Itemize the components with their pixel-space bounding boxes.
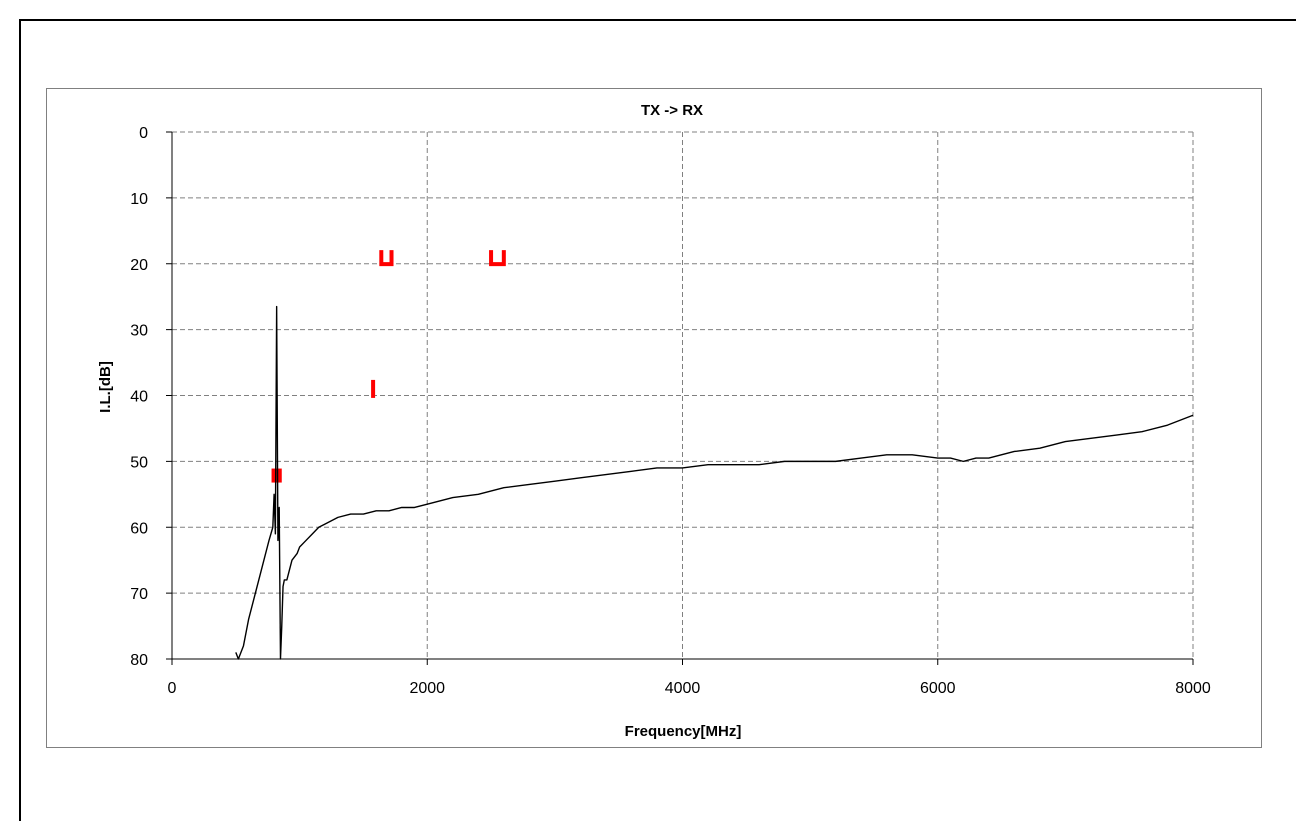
- spec-mark-bar: [371, 379, 376, 398]
- spec-marks: [271, 250, 506, 483]
- series-layer: [235, 305, 1194, 660]
- y-tick-label: 0: [139, 125, 148, 142]
- page-frame: [19, 19, 1296, 821]
- y-tick-label: 20: [130, 257, 148, 274]
- chart-area: TX -> RX 0 10 20 30 40 50 60 70 80 0 2000 4000 6000…: [46, 88, 1262, 748]
- y-tick-label: 70: [130, 586, 148, 603]
- chart-title: TX -> RX: [641, 102, 703, 119]
- y-tick-label: 10: [130, 191, 148, 208]
- spec-mark-bracket: [489, 250, 506, 267]
- spec-mark-block: [271, 468, 282, 483]
- y-tick-labels: 0 10 20 30 40 50 60 70 80: [130, 125, 148, 669]
- y-tick-label: 80: [130, 652, 148, 669]
- x-axis-title: Frequency[MHz]: [625, 723, 742, 740]
- x-tick-label: 4000: [665, 680, 701, 697]
- y-tick-label: 30: [130, 323, 148, 340]
- y-tick-label: 50: [130, 454, 148, 471]
- x-tick-label: 2000: [409, 680, 445, 697]
- y-tick-label: 40: [130, 389, 148, 406]
- x-tick-label: 8000: [1175, 680, 1211, 697]
- y-axis-title: I.L.[dB]: [97, 361, 114, 413]
- grid-lines: [166, 131, 1194, 665]
- chart-svg: TX -> RX 0 10 20 30 40 50 60 70 80 0 2000 4000 6000…: [97, 102, 1211, 740]
- x-tick-label: 6000: [920, 680, 956, 697]
- series-line-1: [235, 305, 1194, 660]
- x-tick-labels: 0 2000 4000 6000 8000: [168, 680, 1211, 697]
- y-tick-label: 60: [130, 520, 148, 537]
- x-tick-label: 0: [168, 680, 177, 697]
- spec-mark-bracket: [379, 250, 394, 267]
